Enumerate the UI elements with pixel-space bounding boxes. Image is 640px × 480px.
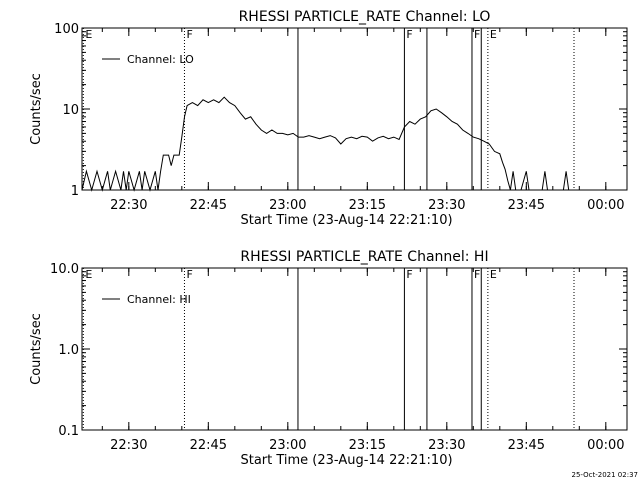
marker-label: F — [474, 28, 480, 41]
x-tick-label: 23:45 — [508, 438, 545, 453]
y-tick-label: 10 — [62, 103, 79, 118]
x-tick-label: 23:00 — [269, 438, 306, 453]
x-tick-label: 00:00 — [587, 198, 624, 213]
y-tick-label: 10.0 — [50, 262, 79, 277]
marker-label: F — [186, 28, 192, 41]
marker-label: E — [490, 268, 497, 281]
footer-timestamp: 25-Oct-2021 02:37 — [571, 471, 638, 479]
legend-label: Channel: LO — [127, 53, 194, 66]
x-tick-label: 23:30 — [428, 438, 465, 453]
y-tick-label: 1.0 — [58, 343, 79, 358]
marker-label: F — [186, 268, 192, 281]
x-tick-label: 23:30 — [428, 198, 465, 213]
marker-label: F — [474, 268, 480, 281]
chart-title: RHESSI PARTICLE_RATE Channel: LO — [239, 9, 491, 25]
x-tick-label: 23:45 — [508, 198, 545, 213]
x-axis-label: Start Time (23-Aug-14 22:21:10) — [240, 453, 452, 468]
x-axis-label: Start Time (23-Aug-14 22:21:10) — [240, 213, 452, 228]
marker-label: E — [85, 268, 92, 281]
marker-label: F — [406, 268, 412, 281]
x-tick-label: 22:45 — [190, 438, 227, 453]
y-tick-label: 100 — [54, 22, 79, 37]
y-axis-label: Counts/sec — [29, 313, 44, 385]
marker-label: E — [85, 28, 92, 41]
x-tick-label: 23:15 — [349, 198, 386, 213]
marker-label: F — [406, 28, 412, 41]
legend-label: Channel: HI — [127, 293, 191, 306]
chart-title: RHESSI PARTICLE_RATE Channel: HI — [240, 249, 488, 265]
y-tick-label: 1 — [71, 184, 79, 199]
x-tick-label: 22:45 — [190, 198, 227, 213]
marker-label: E — [490, 28, 497, 41]
series-line — [81, 96, 627, 192]
y-axis-label: Counts/sec — [29, 73, 44, 145]
y-tick-label: 0.1 — [58, 424, 79, 439]
x-tick-label: 23:00 — [269, 198, 306, 213]
x-tick-label: 00:00 — [587, 438, 624, 453]
x-tick-label: 22:30 — [110, 438, 147, 453]
x-tick-label: 23:15 — [349, 438, 386, 453]
x-tick-label: 22:30 — [110, 198, 147, 213]
